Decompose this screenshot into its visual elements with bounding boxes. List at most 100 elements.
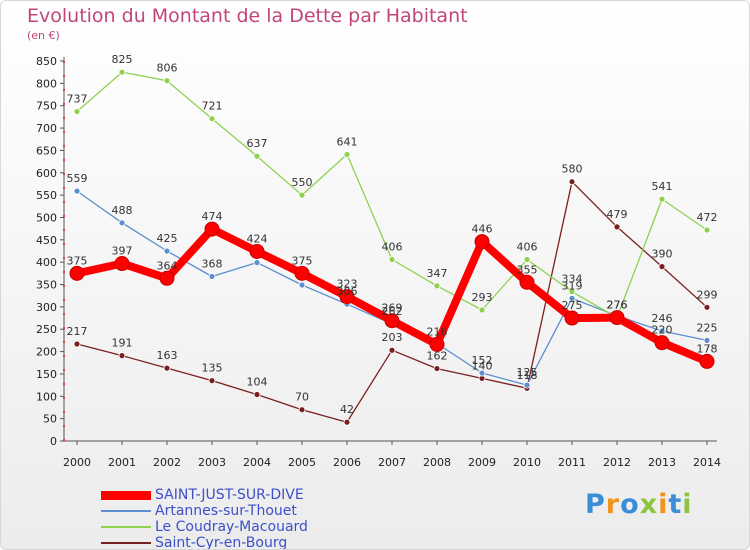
legend-label: Le Coudray-Macouard [155, 519, 308, 535]
data-point [118, 352, 126, 360]
data-point [204, 221, 220, 237]
proxiti-logo: Proxiti [585, 489, 693, 520]
legend-label: SAINT-JUST-SUR-DIVE [155, 487, 304, 503]
data-point [388, 256, 396, 263]
data-label: 191 [112, 337, 133, 350]
data-label: 203 [382, 331, 403, 344]
legend-label: Artannes-sur-Thouet [155, 503, 297, 519]
data-point [159, 270, 175, 286]
data-point [703, 226, 711, 234]
data-label: 125 [517, 366, 538, 379]
data-label: 275 [562, 299, 583, 312]
legend-label: Saint-Cyr-en-Bourg [155, 535, 288, 550]
y-tick-label: 450 [36, 234, 57, 247]
data-label: 299 [697, 288, 718, 301]
x-tick-label: 2012 [603, 456, 631, 469]
data-label: 406 [382, 240, 403, 253]
data-point [658, 263, 666, 271]
data-label: 293 [472, 291, 493, 304]
y-tick-label: 100 [36, 390, 57, 403]
data-point [163, 247, 171, 255]
data-label: 42 [340, 403, 354, 416]
data-point [609, 310, 625, 326]
y-tick-label: 300 [36, 301, 57, 314]
data-point [478, 369, 486, 377]
x-tick-label: 2013 [648, 456, 676, 469]
data-label: 474 [202, 210, 223, 223]
x-tick-label: 2000 [63, 456, 91, 469]
data-point [654, 335, 670, 351]
y-tick-label: 850 [36, 55, 57, 68]
data-label: 178 [697, 342, 718, 355]
data-point [433, 282, 441, 290]
data-label: 276 [607, 299, 628, 312]
data-point [118, 219, 126, 227]
data-point [208, 273, 216, 280]
data-label: 721 [202, 100, 223, 113]
x-tick-label: 2008 [423, 456, 451, 469]
y-tick-label: 400 [36, 256, 57, 269]
x-tick-label: 2010 [513, 456, 541, 469]
y-tick-label: 500 [36, 211, 57, 224]
y-tick-label: 350 [36, 279, 57, 292]
data-label: 446 [472, 223, 493, 236]
data-point [568, 294, 576, 302]
data-label: 347 [427, 267, 448, 280]
legend-swatch [101, 490, 151, 500]
logo-letter: r [605, 489, 621, 520]
data-point [73, 340, 81, 348]
data-point [73, 187, 81, 195]
data-point [253, 152, 261, 160]
data-label: 375 [292, 254, 313, 267]
logo-letter: o [620, 489, 640, 520]
data-label: 162 [427, 350, 448, 363]
data-point [384, 313, 400, 329]
x-tick-label: 2014 [693, 456, 721, 469]
data-label: 246 [652, 312, 673, 325]
data-point [523, 256, 531, 263]
x-tick-label: 2009 [468, 456, 496, 469]
data-point [339, 289, 355, 305]
data-label: 479 [607, 208, 628, 221]
data-label: 550 [292, 176, 313, 189]
data-label: 334 [562, 273, 583, 286]
data-label: 225 [697, 321, 718, 334]
data-point [208, 115, 216, 123]
data-label: 163 [157, 349, 178, 362]
data-label: 368 [202, 257, 223, 270]
data-label: 217 [67, 325, 88, 338]
data-label: 306 [337, 285, 358, 298]
data-label: 375 [67, 254, 88, 267]
data-point [474, 234, 490, 250]
y-tick-label: 800 [36, 77, 57, 90]
data-point [568, 178, 576, 186]
data-label: 397 [112, 245, 133, 258]
data-label: 806 [157, 62, 178, 75]
data-point [699, 353, 715, 369]
data-point [523, 381, 531, 389]
y-tick-label: 600 [36, 167, 57, 180]
chart-title: Evolution du Montant de la Dette par Hab… [27, 5, 468, 27]
data-point [564, 310, 580, 326]
x-tick-label: 2004 [243, 456, 271, 469]
logo-letter: i [658, 489, 669, 520]
line-chart: 0 50 100 150 200 250 300 350 400 450 500 550 600 650 7… [36, 53, 721, 469]
data-label: 825 [112, 53, 133, 66]
data-label: 364 [157, 259, 178, 272]
legend-swatch [101, 542, 151, 544]
y-tick-label: 150 [36, 368, 57, 381]
data-point [478, 306, 486, 314]
data-label: 637 [247, 137, 268, 150]
data-point [658, 327, 666, 335]
data-label: 488 [112, 204, 133, 217]
y-tick-label: 700 [36, 122, 57, 135]
legend-item: Saint-Cyr-en-Bourg [101, 535, 308, 550]
data-point [294, 265, 310, 281]
data-point [433, 365, 441, 372]
data-label: 355 [517, 263, 538, 276]
data-point [703, 303, 711, 311]
data-label: 220 [652, 324, 673, 337]
data-point [343, 418, 351, 426]
data-label: 406 [517, 240, 538, 253]
